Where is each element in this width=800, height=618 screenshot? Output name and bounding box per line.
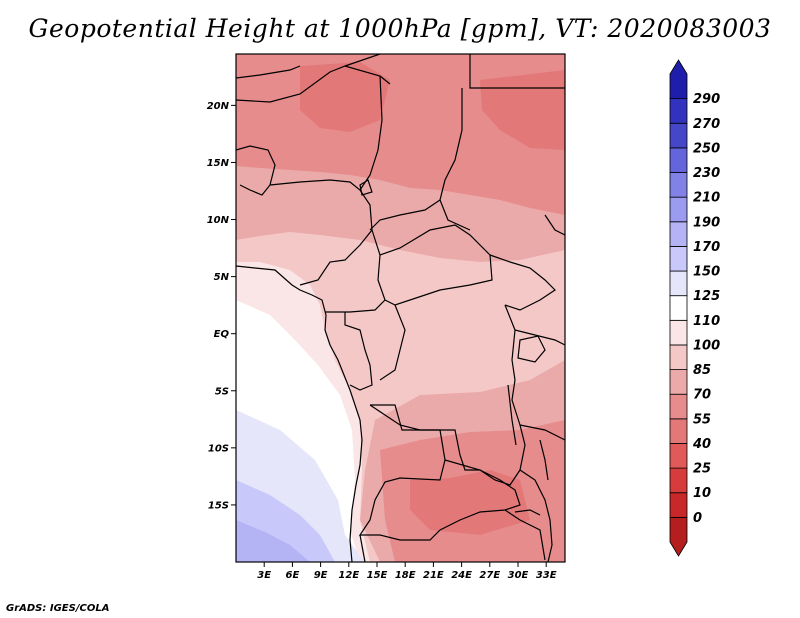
border-zimbabwe bbox=[504, 509, 546, 561]
colorbar-swatch bbox=[669, 246, 688, 272]
lat-tick-label: 20N bbox=[207, 101, 230, 112]
lake-tanganyika bbox=[507, 384, 517, 446]
lake-kariba bbox=[514, 509, 541, 516]
colorbar-swatch bbox=[669, 98, 688, 124]
border-chad-sudan bbox=[439, 88, 471, 231]
lat-tick-label: EQ bbox=[214, 329, 230, 340]
lake-victoria bbox=[517, 335, 546, 363]
colorbar-level-label: 190 bbox=[693, 215, 720, 230]
field-band-55-east bbox=[480, 70, 565, 150]
border-congo bbox=[344, 312, 373, 391]
lon-tick-label: 33E bbox=[536, 570, 557, 581]
lon-tick-label: 6E bbox=[286, 570, 300, 581]
chart-title: Geopotential Height at 1000hPa [gpm], VT… bbox=[28, 14, 772, 43]
colorbar-swatch bbox=[669, 221, 688, 247]
colorbar-swatch bbox=[669, 516, 688, 557]
lon-tick-label: 12E bbox=[338, 570, 359, 581]
lat-tick-label: 5S bbox=[215, 386, 229, 397]
field-band-170-ocean bbox=[236, 520, 310, 562]
lat-tick-label: 10N bbox=[207, 215, 230, 226]
colorbar-level-label: 290 bbox=[693, 92, 720, 107]
border-zambia bbox=[439, 459, 521, 531]
border-car bbox=[379, 224, 493, 306]
lat-tick-label: 10S bbox=[208, 443, 229, 454]
colorbar-swatch bbox=[669, 147, 688, 173]
border-drc-north bbox=[379, 304, 406, 381]
colorbar-swatch bbox=[669, 467, 688, 494]
colorbar-level-label: 210 bbox=[693, 191, 720, 206]
colorbar-level-label: 230 bbox=[693, 166, 720, 181]
colorbar: 0 10 25 40 55 70 85 100 110 125 150 170 190 210 230 250… bbox=[669, 59, 720, 557]
colorbar-level-label: 100 bbox=[693, 338, 720, 353]
lon-tick-label: 9E bbox=[314, 570, 328, 581]
colorbar-level-label: 55 bbox=[693, 412, 711, 427]
border-algeria-mali bbox=[236, 65, 301, 79]
colorbar-swatch bbox=[669, 122, 688, 149]
lon-tick-label: 3E bbox=[257, 570, 271, 581]
lon-tick-label: 15E bbox=[367, 570, 388, 581]
field-band-55-north bbox=[300, 62, 390, 132]
colorbar-swatch bbox=[669, 443, 688, 469]
border-tanzania bbox=[519, 424, 565, 441]
colorbar-swatch bbox=[669, 270, 688, 297]
colorbar-level-label: 70 bbox=[693, 388, 711, 403]
colorbar-swatch bbox=[669, 172, 688, 198]
lon-tick-label: 24E bbox=[451, 570, 472, 581]
colorbar-swatch bbox=[669, 295, 688, 321]
border-north-libya bbox=[344, 54, 381, 67]
border-niger-chad bbox=[359, 75, 383, 191]
lat-tick-label: 15S bbox=[208, 500, 229, 511]
border-mozambique bbox=[519, 469, 553, 562]
grads-credit: GrADS: IGES/COLA bbox=[6, 603, 110, 614]
lon-tick-label: 27E bbox=[479, 570, 500, 581]
colorbar-level-label: 270 bbox=[693, 117, 720, 132]
colorbar-level-label: 170 bbox=[693, 240, 720, 255]
colorbar-level-label: 85 bbox=[693, 363, 711, 378]
border-libya-egypt bbox=[469, 54, 565, 89]
colorbar-swatch bbox=[669, 492, 688, 518]
colorbar-swatch bbox=[669, 59, 688, 100]
map-frame bbox=[235, 53, 566, 563]
border-nigeria bbox=[269, 179, 373, 286]
colorbar-level-label: 0 bbox=[693, 511, 702, 526]
colorbar-swatch bbox=[669, 418, 688, 444]
lat-tick-label: 5N bbox=[214, 272, 230, 283]
map-axes: 20N 15N 10N 5N EQ 5S 10S 15S 3E 6E 9E 12E 15E 18E 21E 2… bbox=[207, 101, 557, 581]
border-sudan-west bbox=[369, 199, 441, 231]
border-burkina bbox=[236, 145, 276, 196]
border-south-sudan bbox=[489, 254, 556, 311]
lake-chad bbox=[359, 179, 373, 196]
border-ethiopia bbox=[544, 214, 565, 236]
border-namibia bbox=[359, 534, 366, 562]
colorbar-level-label: 25 bbox=[693, 462, 711, 477]
colorbar-level-label: 250 bbox=[693, 141, 720, 156]
lon-tick-label: 21E bbox=[423, 570, 444, 581]
lon-tick-label: 18E bbox=[395, 570, 416, 581]
colorbar-level-label: 10 bbox=[693, 486, 711, 501]
colorbar-swatch bbox=[669, 344, 688, 370]
colorbar-level-label: 125 bbox=[693, 289, 720, 304]
field-band-55-south bbox=[410, 470, 530, 535]
colorbar-swatch bbox=[669, 319, 688, 346]
lon-tick-label: 30E bbox=[508, 570, 529, 581]
colorbar-level-label: 40 bbox=[692, 437, 711, 452]
colorbar-level-label: 150 bbox=[693, 265, 720, 280]
colorbar-swatch bbox=[669, 196, 688, 223]
border-kenya-uganda bbox=[514, 329, 565, 346]
lat-tick-label: 15N bbox=[207, 158, 230, 169]
border-angola bbox=[358, 404, 446, 541]
country-borders bbox=[236, 54, 565, 562]
coastline-west-africa bbox=[236, 265, 363, 562]
lake-malawi bbox=[539, 439, 549, 481]
colorbar-swatch bbox=[669, 369, 688, 395]
colorbar-swatch bbox=[669, 393, 688, 420]
colorbar-level-label: 110 bbox=[693, 314, 720, 329]
